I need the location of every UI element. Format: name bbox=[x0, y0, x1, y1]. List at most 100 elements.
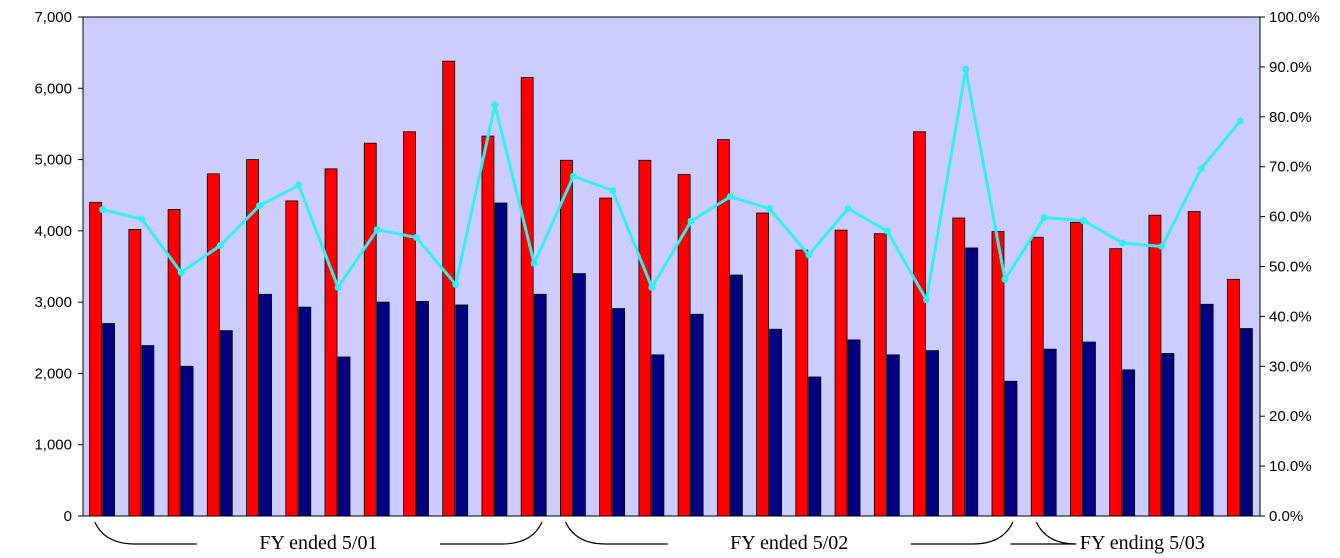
red-bar-0 bbox=[89, 201, 103, 517]
red-bar-14 bbox=[638, 159, 652, 517]
left-tick-label: 4,000 bbox=[34, 223, 72, 240]
navy-bar-24 bbox=[1043, 348, 1057, 517]
ratio-point-13 bbox=[609, 187, 617, 195]
navy-bar-26 bbox=[1122, 369, 1136, 517]
red-bar-7 bbox=[363, 142, 377, 517]
red-bar-19 bbox=[834, 229, 848, 517]
red-bar-23 bbox=[991, 231, 1005, 517]
ratio-point-14 bbox=[648, 283, 656, 291]
ratio-point-11 bbox=[530, 260, 538, 268]
right-tick-label: 100.0% bbox=[1269, 9, 1320, 26]
ratio-point-4 bbox=[256, 202, 264, 210]
plot-area bbox=[82, 16, 1261, 517]
navy-bar-12 bbox=[573, 273, 586, 517]
right-tick-label: 50.0% bbox=[1269, 259, 1312, 276]
left-tick-label: 1,000 bbox=[34, 437, 72, 454]
red-bar-10 bbox=[481, 135, 495, 517]
left-tick-label: 5,000 bbox=[34, 152, 72, 169]
navy-bar-5 bbox=[298, 306, 312, 517]
red-bar-25 bbox=[1070, 221, 1083, 517]
ratio-point-24 bbox=[1040, 214, 1048, 222]
navy-bar-6 bbox=[337, 356, 351, 517]
red-bar-28 bbox=[1187, 211, 1201, 517]
bracket-right-1 bbox=[910, 521, 1014, 545]
ratio-point-2 bbox=[177, 268, 185, 276]
ratio-point-26 bbox=[1119, 239, 1127, 247]
red-bar-24 bbox=[1030, 236, 1044, 517]
ratio-point-28 bbox=[1197, 165, 1205, 173]
navy-bar-16 bbox=[729, 274, 743, 517]
left-tick-label: 7,000 bbox=[34, 9, 72, 26]
red-bar-13 bbox=[599, 197, 613, 517]
ratio-point-23 bbox=[1001, 275, 1009, 283]
navy-bar-7 bbox=[376, 301, 390, 517]
red-bar-20 bbox=[873, 233, 887, 517]
period-label-1: FY ended 5/02 bbox=[730, 532, 848, 554]
navy-bar-14 bbox=[651, 354, 665, 517]
red-bar-1 bbox=[128, 229, 142, 517]
right-tick-label: 70.0% bbox=[1269, 159, 1312, 176]
right-y-axis: 0.0% 10.0% 20.0% 30.0% 40.0% 50.0% 60.0% 70.0% 8… bbox=[1260, 9, 1320, 525]
ratio-point-0 bbox=[99, 206, 107, 214]
left-tick-label: 3,000 bbox=[34, 294, 72, 311]
red-bar-11 bbox=[520, 77, 534, 517]
ratio-point-16 bbox=[726, 193, 734, 201]
right-tick-label: 90.0% bbox=[1269, 59, 1312, 76]
navy-bar-18 bbox=[808, 376, 822, 517]
right-tick-label: 10.0% bbox=[1269, 458, 1312, 475]
ratio-line bbox=[102, 67, 1242, 302]
series-red-bars bbox=[89, 60, 1240, 517]
ratio-point-3 bbox=[216, 242, 224, 250]
ratio-point-10 bbox=[491, 101, 499, 109]
ratio-point-20 bbox=[883, 227, 891, 235]
ratio-point-7 bbox=[373, 226, 381, 234]
ratio-point-5 bbox=[295, 181, 303, 189]
period-brackets: FY ended 5/01 FY ended 5/02 FY ending 5/03 bbox=[94, 521, 1205, 554]
left-tick-label: 0 bbox=[64, 508, 72, 525]
period-label-2: FY ending 5/03 bbox=[1080, 532, 1205, 554]
left-tick-label: 2,000 bbox=[34, 365, 72, 382]
red-bar-15 bbox=[677, 174, 691, 517]
ratio-point-27 bbox=[1158, 243, 1166, 251]
ratio-point-29 bbox=[1236, 117, 1244, 125]
navy-bar-3 bbox=[219, 330, 233, 517]
ratio-point-15 bbox=[687, 217, 695, 225]
navy-bar-19 bbox=[847, 339, 861, 517]
red-bar-2 bbox=[167, 209, 181, 517]
red-bar-5 bbox=[285, 200, 299, 517]
navy-bar-13 bbox=[612, 308, 626, 517]
red-bar-3 bbox=[206, 173, 220, 517]
red-bar-6 bbox=[324, 168, 338, 517]
right-tick-label: 0.0% bbox=[1269, 508, 1303, 525]
red-bar-18 bbox=[795, 249, 809, 517]
ratio-point-6 bbox=[334, 283, 342, 291]
red-bar-17 bbox=[756, 212, 769, 517]
series-ratio-line bbox=[99, 65, 1244, 304]
red-bar-8 bbox=[403, 131, 416, 517]
navy-bar-11 bbox=[533, 293, 547, 517]
navy-bar-17 bbox=[769, 328, 782, 517]
navy-bar-15 bbox=[690, 313, 704, 517]
bracket-left-1 bbox=[565, 521, 668, 545]
ratio-point-21 bbox=[923, 296, 931, 304]
red-bar-4 bbox=[246, 159, 259, 517]
series-navy-bars bbox=[102, 202, 1253, 517]
right-tick-label: 80.0% bbox=[1269, 109, 1312, 126]
period-label-0: FY ended 5/01 bbox=[259, 532, 377, 554]
ratio-point-8 bbox=[412, 234, 420, 242]
navy-bar-4 bbox=[259, 293, 272, 517]
navy-bar-29 bbox=[1239, 328, 1253, 517]
left-tick-label: 6,000 bbox=[34, 80, 72, 97]
navy-bar-10 bbox=[494, 202, 508, 517]
red-bar-12 bbox=[560, 159, 573, 517]
red-bar-22 bbox=[952, 217, 966, 517]
ratio-point-17 bbox=[766, 205, 774, 213]
red-bar-9 bbox=[442, 60, 456, 517]
navy-bar-9 bbox=[455, 304, 469, 517]
red-bar-27 bbox=[1148, 214, 1162, 517]
red-bar-21 bbox=[913, 131, 926, 517]
navy-bar-1 bbox=[141, 345, 155, 517]
ratio-point-1 bbox=[138, 215, 146, 223]
navy-bar-21 bbox=[926, 350, 939, 517]
